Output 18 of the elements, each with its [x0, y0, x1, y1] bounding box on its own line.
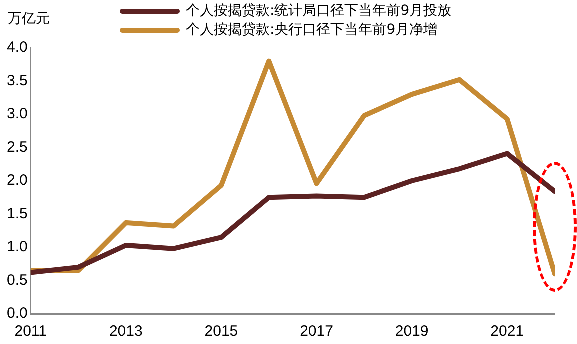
y-tick-label: 2.5 [6, 138, 28, 156]
x-tick-label: 2019 [395, 323, 429, 340]
y-axis-title: 万亿元 [8, 10, 50, 28]
y-tick-label: 1.0 [6, 238, 28, 256]
y-tick-label: 3.0 [6, 106, 28, 123]
y-tick-label: 0.0 [6, 305, 28, 322]
legend-label: 个人按揭贷款:统计局口径下当年前9月投放 [186, 2, 452, 21]
x-tick-label: 2011 [14, 323, 47, 340]
y-tick-label: 1.5 [6, 205, 28, 222]
x-tick-label: 2015 [204, 323, 238, 340]
x-tick-label: 2021 [490, 323, 524, 340]
x-tick-label: 2017 [300, 323, 334, 340]
y-tick-label: 3.5 [6, 72, 28, 90]
y-tick-label: 4.0 [6, 39, 28, 56]
x-tick-label: 2013 [109, 323, 143, 340]
y-tick-label: 0.5 [6, 272, 28, 289]
legend-label: 个人按揭贷款:央行口径下当年前9月净增 [186, 21, 438, 40]
y-tick-label: 2.0 [6, 172, 28, 190]
